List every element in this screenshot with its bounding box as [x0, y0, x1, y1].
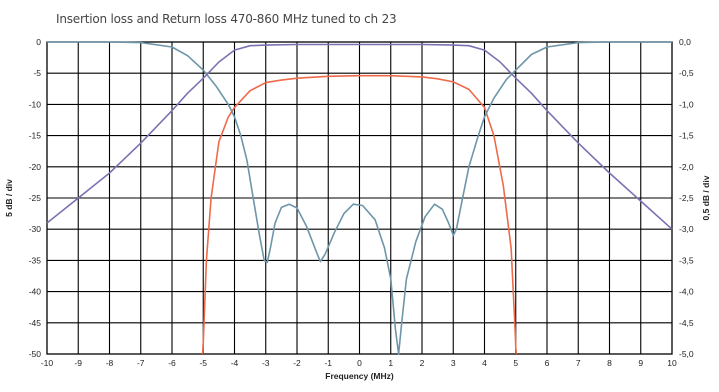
x-tick-label: -3: [262, 358, 270, 368]
x-tick-label: -1: [324, 358, 332, 368]
y-right-tick-label: -4,0: [679, 287, 694, 297]
y-right-axis-label: 0,5 dB / div: [701, 175, 711, 220]
x-tick-label: -9: [74, 358, 82, 368]
x-tick-label: 2: [420, 358, 425, 368]
y-left-tick-label: -30: [29, 224, 42, 234]
y-left-tick-label: -50: [29, 349, 42, 359]
x-tick-label: 10: [667, 358, 677, 368]
y-left-tick-label: -35: [29, 255, 42, 265]
y-left-tick-label: -25: [29, 193, 42, 203]
y-right-tick-labels: 0,0 -0,5 -1,0 -1,5 -2,0 -2,5 -3,0 -3,5 -4,0 -4,5 -…: [679, 37, 694, 359]
x-tick-label: 8: [607, 358, 612, 368]
x-tick-label: 0: [357, 358, 362, 368]
series-line-1: [201, 74, 518, 355]
y-left-tick-label: 0: [36, 37, 41, 47]
x-tick-label: 9: [638, 358, 643, 368]
y-left-tick-label: -5: [33, 68, 41, 78]
x-axis-label: Frequency (MHz): [325, 371, 394, 381]
x-tick-label: 6: [545, 358, 550, 368]
y-right-tick-label: -5,0: [679, 349, 694, 359]
y-right-tick-label: -3,5: [679, 255, 694, 265]
y-right-tick-label: -3,0: [679, 224, 694, 234]
series-line-3: [46, 43, 673, 230]
x-tick-label: -8: [106, 358, 114, 368]
y-left-axis-label: 5 dB / div: [4, 179, 14, 217]
y-right-tick-label: -1,0: [679, 99, 694, 109]
y-right-tick-label: -2,0: [679, 162, 694, 172]
y-right-tick-label: 0,0: [679, 37, 691, 47]
x-tick-label: -6: [168, 358, 176, 368]
y-left-tick-label: -45: [29, 318, 42, 328]
x-tick-label: 1: [388, 358, 393, 368]
series-layer: [46, 41, 673, 355]
x-tick-label: -10: [41, 358, 54, 368]
y-left-tick-label: -20: [29, 162, 42, 172]
y-right-tick-label: -1,5: [679, 131, 694, 141]
plot-frame: [46, 41, 673, 355]
x-tick-label: 5: [513, 358, 518, 368]
x-tick-label: 7: [576, 358, 581, 368]
y-left-tick-label: -15: [29, 131, 42, 141]
x-tick-label: 4: [482, 358, 487, 368]
y-right-tick-label: -2,5: [679, 193, 694, 203]
y-left-tick-label: -40: [29, 287, 42, 297]
x-tick-label: -2: [293, 358, 301, 368]
x-tick-label: 3: [451, 358, 456, 368]
x-tick-labels: -10 -9 -8 -7 -6 -5 -4 -3 -2 -1 0 1 2 3 4 5 6 7 8 9 10: [41, 358, 677, 368]
x-tick-label: -4: [231, 358, 239, 368]
x-tick-label: -5: [199, 358, 207, 368]
chart-title: Insertion loss and Return loss 470-860 M…: [56, 12, 397, 26]
y-left-tick-labels: 0 -5 -10 -15 -20 -25 -30 -35 -40 -45 -50: [29, 37, 42, 359]
series-line-2: [47, 41, 672, 355]
grid-lines: [47, 42, 672, 354]
x-tick-label: -7: [137, 358, 145, 368]
y-right-tick-label: -0,5: [679, 68, 694, 78]
y-right-tick-label: -4,5: [679, 318, 694, 328]
y-left-tick-label: -10: [29, 99, 42, 109]
